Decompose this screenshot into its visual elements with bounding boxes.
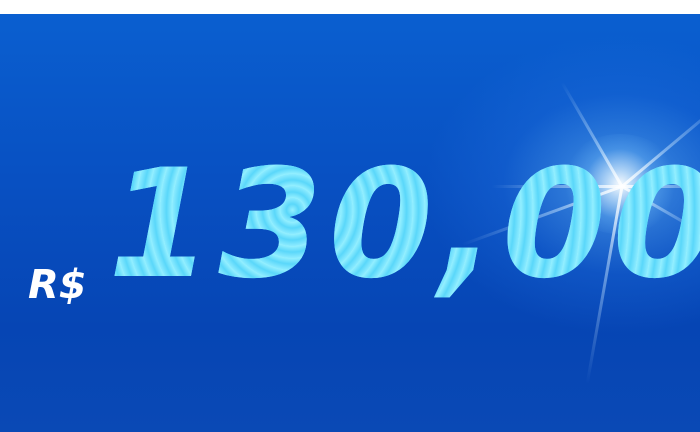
currency-symbol: R$	[28, 262, 87, 308]
top-white-strip	[0, 0, 700, 14]
price-amount: 130,00	[108, 150, 700, 300]
